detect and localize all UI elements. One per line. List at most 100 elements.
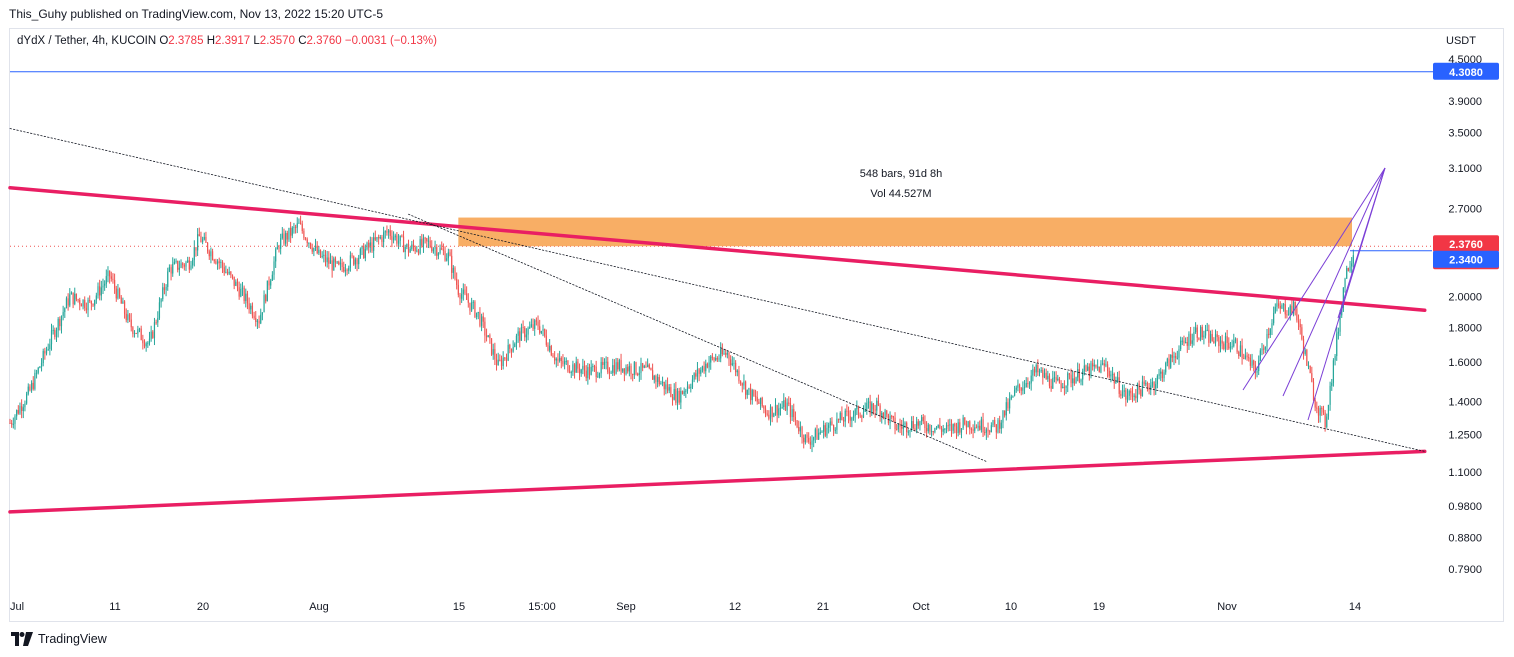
candle-body [911,421,913,431]
dotted-trendline[interactable] [9,128,1426,452]
candle-body [874,409,876,411]
candle-body [1246,355,1248,358]
candle-body [44,351,46,354]
candle-body [1022,387,1024,391]
candle-body [650,368,652,371]
candle-body [1296,308,1298,321]
fan-line[interactable] [1307,167,1386,421]
candle-body [763,406,765,409]
candle-body [867,401,870,403]
candle-body [912,421,914,429]
candle-body [1188,333,1190,346]
candle-body [253,315,255,319]
candle-body [744,381,747,395]
candle-body [1336,333,1338,357]
candle-body [291,227,293,236]
candle-body [153,322,156,338]
candle-body [407,244,410,253]
time-tick-label: 19 [1093,601,1105,613]
tradingview-brand[interactable]: TradingView [11,631,107,647]
candle-body [230,271,232,275]
supply-zone[interactable] [458,217,1352,247]
candle-body [555,358,557,361]
candle-body [1093,364,1095,367]
candle-body [69,294,71,306]
candle-body [1043,372,1046,378]
candle-body [1163,372,1165,379]
candle-body [1017,384,1019,388]
candle-body [776,405,778,416]
candle-body [286,233,288,240]
trendline[interactable] [8,449,1427,514]
candle-body [323,254,325,256]
candle-body [833,424,835,430]
candle-body [127,314,129,321]
candle-body [175,260,177,262]
candle-body [411,244,413,250]
candle-body [301,223,303,231]
candle-body [12,423,14,425]
candle-body [504,357,506,359]
candle-body [871,403,873,414]
candle-body [1334,356,1336,361]
candle-body [517,331,519,336]
candle-body [245,293,247,302]
candle-body [437,253,440,256]
candle-body [502,357,504,367]
candle-body [593,366,596,368]
candle-body [1263,348,1265,350]
candle-body [198,234,200,237]
candle-body [1090,363,1092,376]
candle-body [947,425,949,427]
candle-body [495,359,498,366]
candle-body [104,283,106,286]
candle-body [754,395,757,397]
change-value: −0.0031 (−0.13%) [344,35,437,47]
candle-body [1223,343,1225,350]
candle-body [1065,385,1067,389]
candle-body [72,292,74,305]
candle-body [989,431,991,433]
fan-line[interactable] [1242,167,1386,391]
candle-body [260,314,262,324]
candle-body [1352,255,1354,264]
candle-body [424,237,426,239]
candle-body [497,359,499,366]
dotted-trendline[interactable] [408,213,987,462]
candle-body [655,375,657,382]
candle-body [979,425,981,430]
candle-body [353,256,355,265]
fan-line[interactable] [1282,167,1386,397]
candle-body [1342,287,1344,308]
candle-body [794,417,797,421]
candle-body [1256,371,1258,373]
candle-body [560,357,562,361]
candle-body [1131,393,1134,397]
candle-body [187,260,189,263]
candle-body [303,230,305,239]
candle-body [82,299,84,307]
candle-body [250,305,252,310]
candle-body [409,249,411,253]
candle-body [324,254,327,263]
candle-body [1165,363,1167,373]
candle-body [751,390,753,401]
candle-body [29,386,31,391]
candle-body [117,288,119,299]
candle-body [1033,369,1036,373]
candle-body [608,372,611,374]
candle-body [969,421,971,429]
candle-body [383,232,385,243]
candle-body [412,244,415,248]
trendline[interactable] [8,186,1427,312]
candle-body [778,408,780,416]
candle-body [109,270,111,277]
candle-body [577,361,579,369]
candle-body [859,415,861,417]
candle-body [618,360,621,370]
candle-body [467,299,469,303]
candle-body [567,360,569,372]
candle-body [537,321,539,327]
candle-body [602,361,604,366]
